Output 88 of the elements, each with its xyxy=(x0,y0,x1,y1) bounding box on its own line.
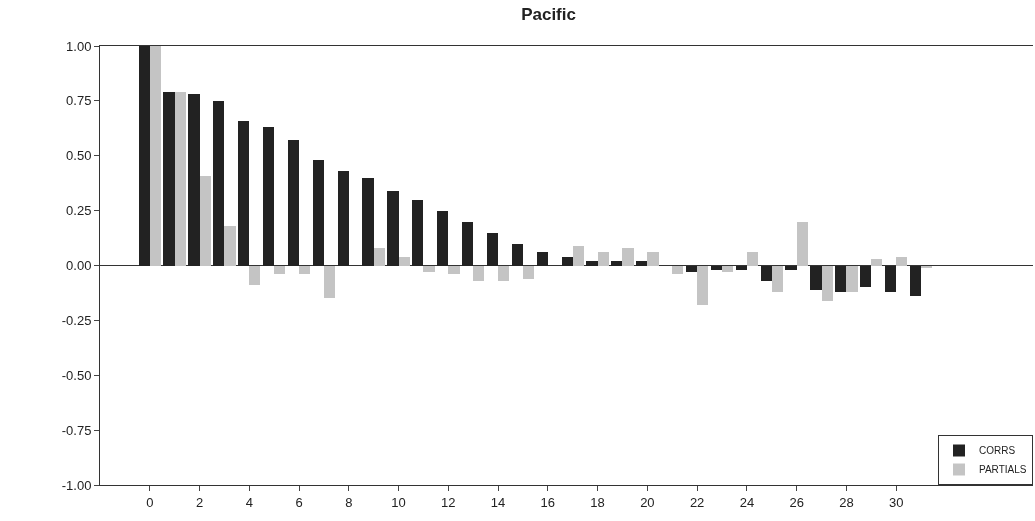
bar xyxy=(387,191,399,266)
bar xyxy=(437,211,448,266)
bar xyxy=(512,244,523,266)
x-tick-label: 0 xyxy=(146,494,154,510)
x-tick-label: 12 xyxy=(441,494,456,510)
bar xyxy=(860,266,871,287)
bar xyxy=(910,266,921,296)
bar xyxy=(562,257,573,266)
bar xyxy=(772,266,783,292)
bar xyxy=(810,266,822,290)
bar xyxy=(761,266,772,281)
y-tick-label: -0.75 xyxy=(61,422,92,438)
bar xyxy=(163,92,175,266)
bar xyxy=(537,252,548,266)
y-tick-label: -0.50 xyxy=(61,367,92,383)
bar xyxy=(636,261,647,266)
bar xyxy=(175,92,186,266)
x-tick-label: 6 xyxy=(295,494,303,510)
bar xyxy=(374,248,385,266)
chart-title: Pacific xyxy=(521,4,576,24)
legend-label: CORRS xyxy=(979,445,1016,457)
bar xyxy=(747,252,758,266)
bar xyxy=(288,140,299,266)
bar xyxy=(423,266,435,272)
x-tick-label: 18 xyxy=(590,494,605,510)
bar xyxy=(473,266,484,281)
bar xyxy=(672,266,683,274)
bar xyxy=(324,266,335,298)
bar xyxy=(822,266,833,301)
bar xyxy=(797,222,808,266)
x-tick-label: 30 xyxy=(888,494,904,510)
bar xyxy=(448,266,460,274)
bar xyxy=(238,121,249,266)
bar xyxy=(249,266,260,285)
x-tick-label: 16 xyxy=(540,494,556,510)
x-tick-label: 28 xyxy=(839,494,854,510)
x-tick-label: 8 xyxy=(345,494,353,510)
legend-label: PARTIALS xyxy=(979,464,1027,476)
y-tick-label: 1.00 xyxy=(66,38,92,54)
bar xyxy=(622,248,634,266)
bar xyxy=(313,160,324,266)
x-tick-label: 22 xyxy=(689,494,705,510)
bar xyxy=(573,246,584,266)
bar xyxy=(299,266,310,274)
y-tick-label: 0.00 xyxy=(66,258,92,274)
y-tick-label: -1.00 xyxy=(61,477,92,493)
bar xyxy=(871,259,882,266)
bar xyxy=(213,101,224,266)
bar xyxy=(835,266,846,292)
bar xyxy=(785,266,797,270)
bar xyxy=(362,178,374,266)
x-tick-label: 26 xyxy=(789,494,804,510)
bar xyxy=(188,94,200,266)
bar xyxy=(586,261,598,266)
bar xyxy=(711,266,722,270)
bar xyxy=(885,266,896,292)
bar xyxy=(498,266,509,281)
bar xyxy=(846,266,858,292)
bar xyxy=(150,46,161,266)
bar xyxy=(647,252,659,266)
bar xyxy=(523,266,534,279)
y-tick-label: 0.50 xyxy=(66,148,92,164)
bar xyxy=(896,257,907,266)
y-tick-label: 0.25 xyxy=(66,203,92,219)
bar xyxy=(412,200,423,266)
x-tick-label: 2 xyxy=(195,494,204,510)
bar xyxy=(462,222,473,266)
bar xyxy=(224,226,236,266)
x-tick-label: 20 xyxy=(640,494,655,510)
bar xyxy=(200,176,211,266)
x-tick-label: 24 xyxy=(739,494,755,510)
bar xyxy=(399,257,410,266)
bar xyxy=(611,261,622,266)
bar xyxy=(263,127,274,266)
bar xyxy=(598,252,609,266)
bar xyxy=(338,171,349,266)
bar xyxy=(274,266,285,274)
bar xyxy=(487,233,498,266)
bar xyxy=(139,46,150,266)
bar xyxy=(697,266,708,305)
x-tick-label: 4 xyxy=(245,494,253,510)
y-tick-label: -0.25 xyxy=(61,312,92,328)
bar xyxy=(722,266,733,272)
x-tick-label: 10 xyxy=(391,494,406,510)
y-tick-label: 0.75 xyxy=(66,93,92,109)
bar xyxy=(736,266,747,270)
bar xyxy=(686,266,697,272)
x-tick-label: 14 xyxy=(490,494,506,510)
